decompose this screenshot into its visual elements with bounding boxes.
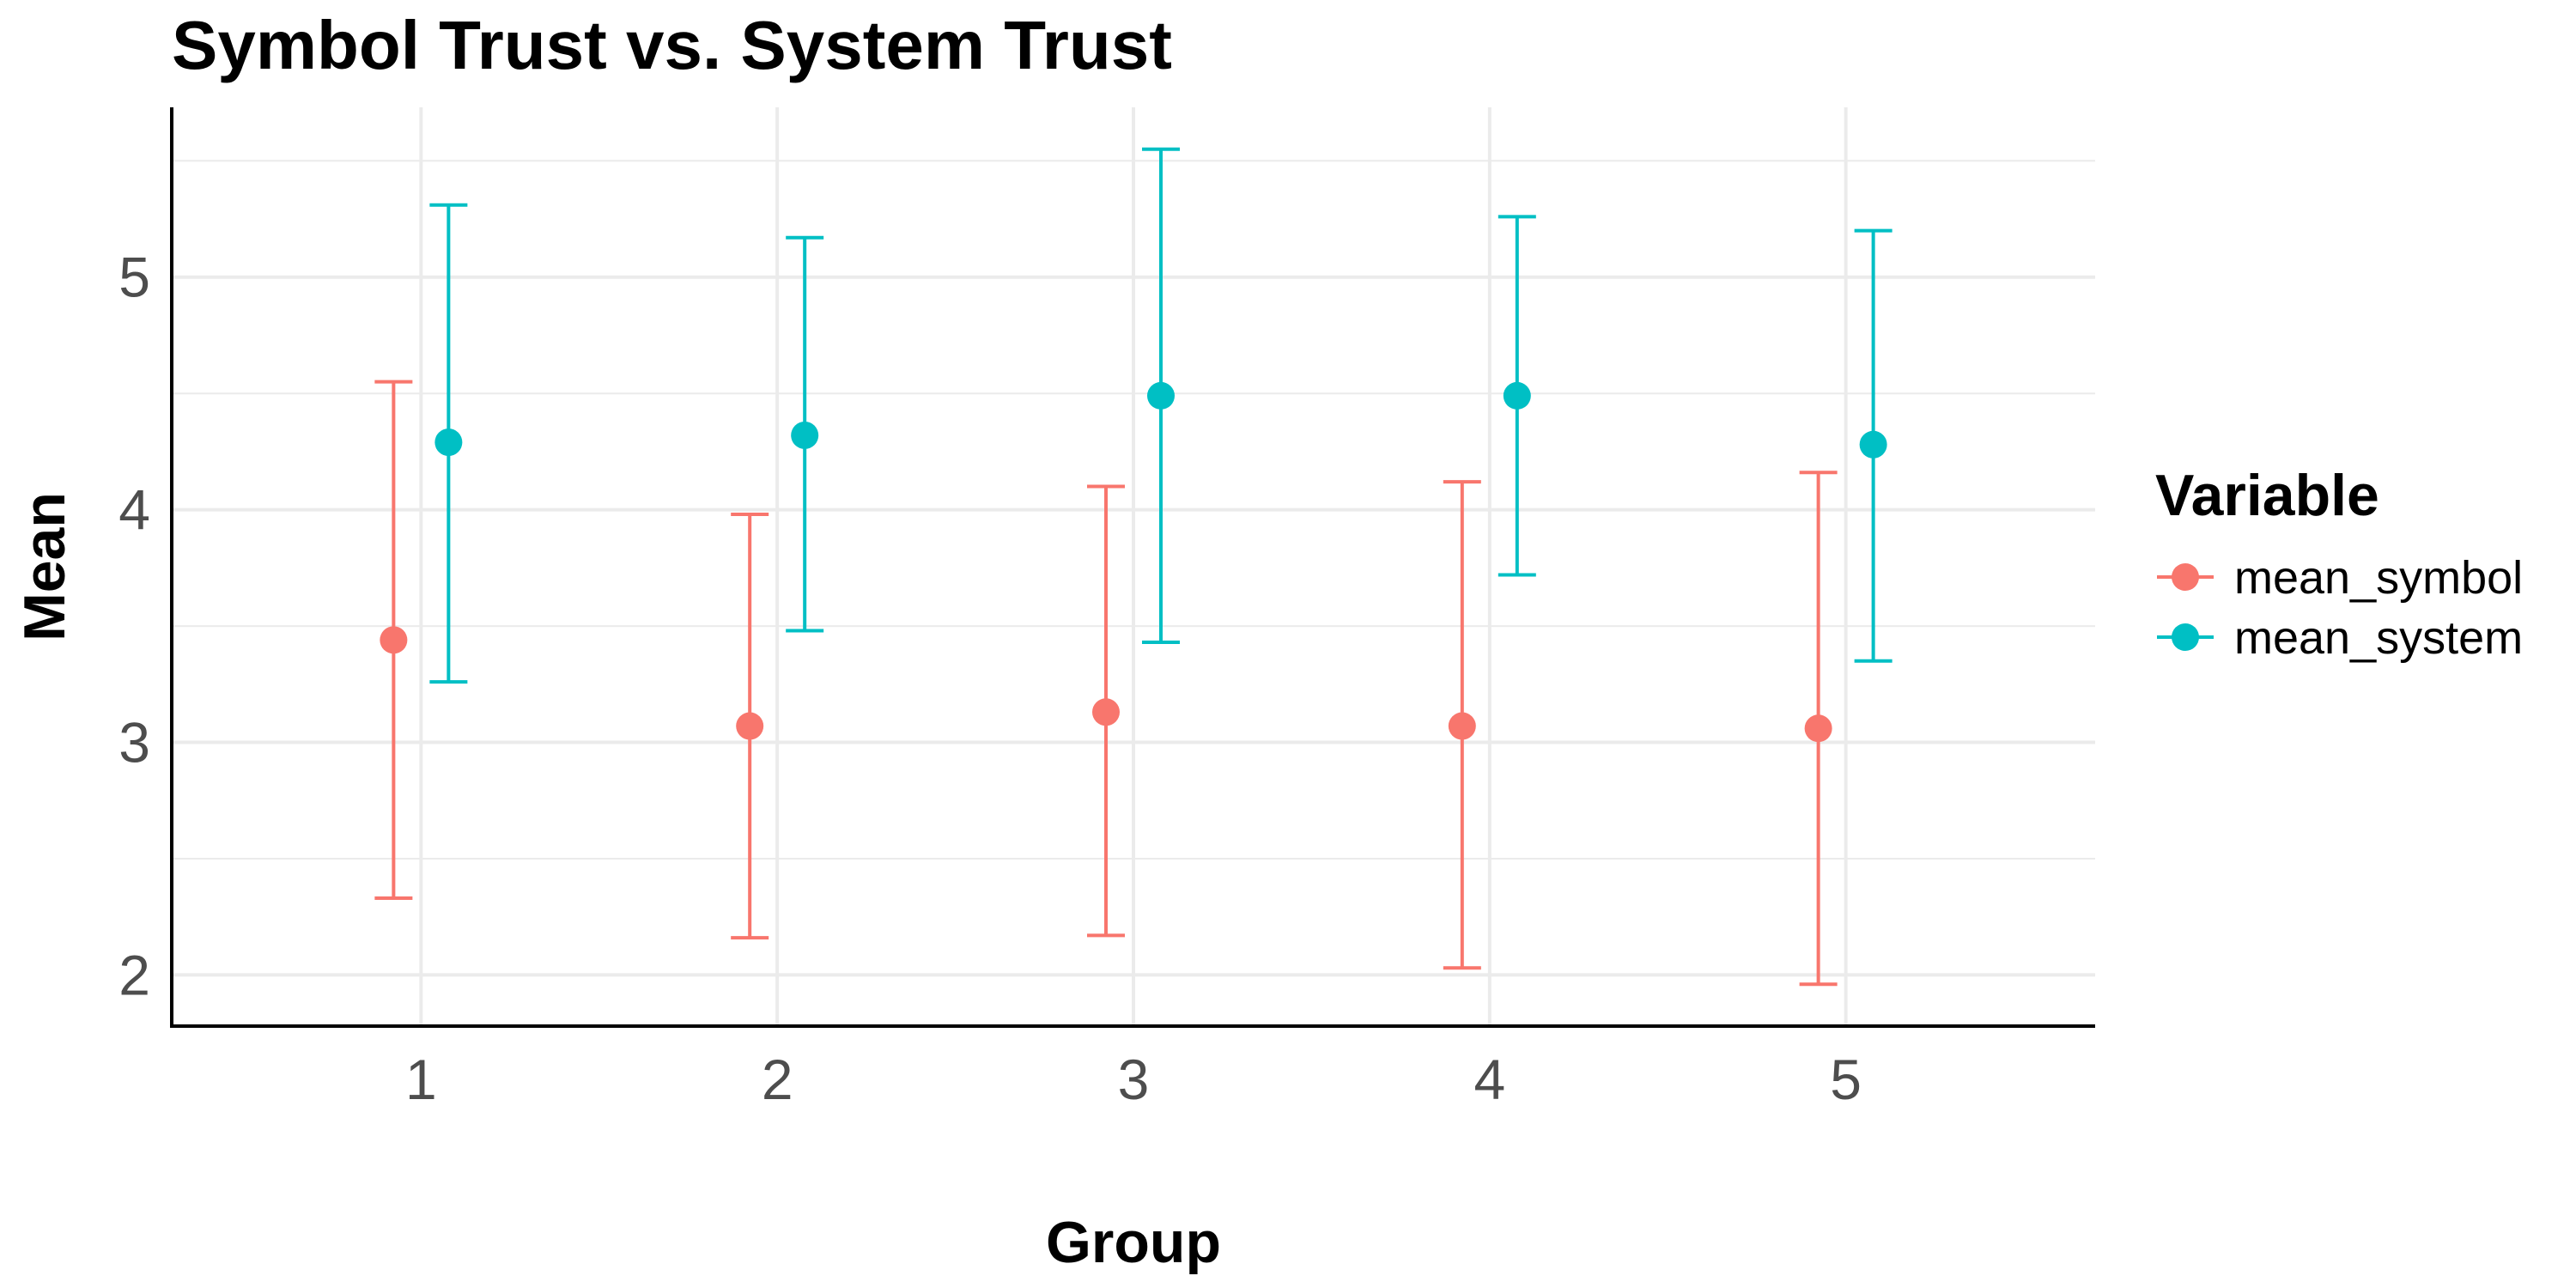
legend-label: mean_symbol xyxy=(2234,552,2523,604)
x-tick-label: 1 xyxy=(405,1048,437,1111)
y-tick-label: 3 xyxy=(118,711,150,775)
data-point xyxy=(380,626,408,654)
x-tick-label: 3 xyxy=(1118,1048,1150,1111)
data-point xyxy=(1092,698,1120,726)
legend-key-point xyxy=(2172,623,2199,651)
legend-title: Variable xyxy=(2155,463,2379,528)
legend-label: mean_system xyxy=(2234,612,2523,664)
data-point xyxy=(1859,430,1887,459)
data-point xyxy=(736,712,764,740)
x-axis-title: Group xyxy=(1046,1210,1221,1275)
axes xyxy=(170,107,2095,1028)
grid xyxy=(172,107,2095,1026)
data-point xyxy=(1147,381,1175,410)
legend: Variable mean_symbol mean_system xyxy=(2155,463,2523,664)
x-tick-label: 5 xyxy=(1830,1048,1862,1111)
data-point xyxy=(1448,712,1476,740)
y-tick-label: 5 xyxy=(118,246,150,309)
x-tick-label: 2 xyxy=(762,1048,793,1111)
x-tick-label: 4 xyxy=(1473,1048,1505,1111)
data-point xyxy=(1804,714,1832,743)
tick-labels: 2 3 4 5 1 2 3 4 5 xyxy=(118,246,1862,1111)
y-axis-title: Mean xyxy=(12,492,77,641)
data-point xyxy=(434,428,463,457)
data-point xyxy=(791,421,819,449)
y-tick-label: 2 xyxy=(118,943,150,1006)
data-point xyxy=(1503,381,1531,410)
y-tick-label: 4 xyxy=(118,478,150,542)
legend-key-point xyxy=(2172,563,2199,591)
chart-title: Symbol Trust vs. System Trust xyxy=(172,7,1172,83)
plot-marks xyxy=(374,147,1893,987)
